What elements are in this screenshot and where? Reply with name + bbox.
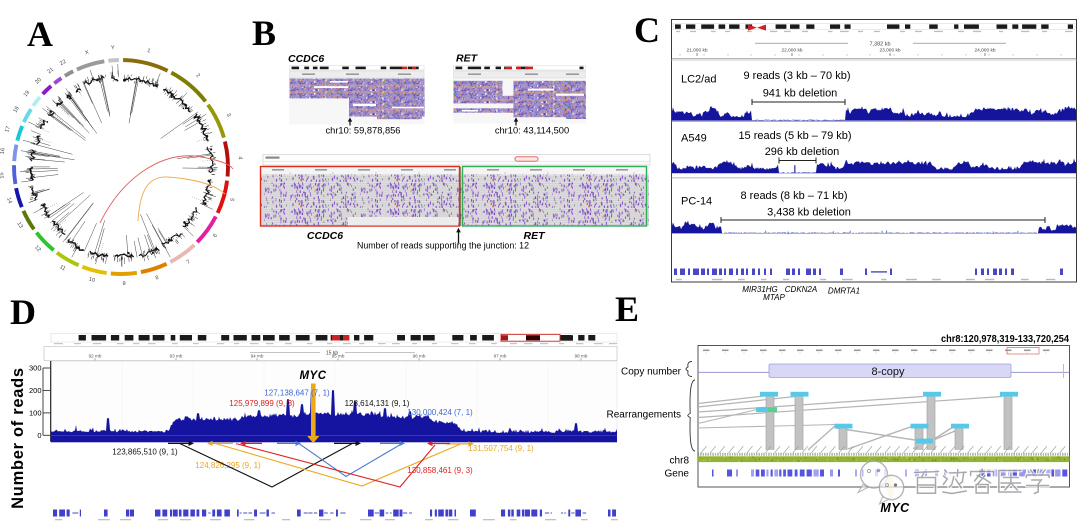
svg-text:92 mb: 92 mb [89,354,102,359]
svg-text:LC2/ad: LC2/ad [681,74,716,86]
svg-text:15: 15 [0,172,6,179]
svg-text:3: 3 [225,112,232,117]
svg-text:A549: A549 [681,133,707,145]
svg-text:DMRTA1: DMRTA1 [828,287,860,296]
svg-text:124,826,295 (9, 1): 124,826,295 (9, 1) [195,461,261,470]
svg-text:22: 22 [59,59,67,67]
svg-text:130,858,461 (9, 3): 130,858,461 (9, 3) [407,466,473,475]
svg-text:95 mb: 95 mb [332,354,345,359]
svg-text:5: 5 [230,198,237,203]
svg-text:MIR31HG: MIR31HG [742,285,778,294]
svg-text:A: A [27,14,53,54]
svg-text:Rearrangements: Rearrangements [607,410,681,421]
svg-text:8: 8 [155,275,160,282]
svg-text:20: 20 [34,77,43,86]
svg-text:1: 1 [147,48,151,55]
svg-text:15 reads (5 kb – 79 kb): 15 reads (5 kb – 79 kb) [738,130,851,142]
svg-text:93 mb: 93 mb [170,354,183,359]
svg-text:CDKN2A: CDKN2A [785,285,817,294]
svg-text:8-copy: 8-copy [871,366,905,378]
svg-text:chr10: 59,878,856: chr10: 59,878,856 [326,126,401,136]
svg-text:127,138,647 (7, 1): 127,138,647 (7, 1) [264,389,330,398]
svg-text:CCDC6: CCDC6 [288,53,324,65]
svg-text:7,382 kb: 7,382 kb [869,42,890,48]
svg-text:MYC: MYC [880,501,910,515]
svg-text:128,614,131 (9, 1): 128,614,131 (9, 1) [345,399,410,408]
svg-text:0: 0 [37,431,41,440]
svg-text:21,000 kb: 21,000 kb [686,48,707,54]
svg-text:B: B [252,13,276,53]
svg-text:2: 2 [195,73,201,80]
svg-text:Gene: Gene [665,469,690,480]
svg-text:130,000,424 (7, 1): 130,000,424 (7, 1) [407,408,473,417]
svg-text:98 mb: 98 mb [575,354,588,359]
svg-text:C: C [634,10,660,50]
svg-text:97 mb: 97 mb [494,354,507,359]
svg-text:4: 4 [237,156,243,159]
svg-text:chr8:120,978,319-133,720,254: chr8:120,978,319-133,720,254 [941,334,1069,345]
svg-text:chr10: 43,114,500: chr10: 43,114,500 [495,126,569,136]
svg-text:MTAP: MTAP [763,293,785,302]
svg-text:CCDC6: CCDC6 [307,230,343,242]
svg-text:17: 17 [4,126,12,134]
svg-text:23,000 kb: 23,000 kb [879,48,900,54]
svg-text:9 reads (3 kb – 70 kb): 9 reads (3 kb – 70 kb) [743,70,850,82]
svg-text:21: 21 [46,67,54,75]
svg-text:6: 6 [212,233,219,239]
svg-text:RET: RET [456,53,479,65]
svg-text:D: D [10,292,36,332]
svg-text:7: 7 [186,259,192,266]
svg-text:96 mb: 96 mb [413,354,426,359]
svg-text:131,507,754 (9, 1): 131,507,754 (9, 1) [468,444,534,453]
svg-text:10: 10 [88,277,95,284]
svg-text:8 reads (8 kb – 71 kb): 8 reads (8 kb – 71 kb) [740,190,847,202]
svg-text:RET: RET [524,230,547,242]
svg-text:X: X [84,50,90,57]
svg-text:100: 100 [29,408,42,417]
svg-text:123,865,510 (9, 1): 123,865,510 (9, 1) [112,448,178,457]
svg-text:15 kb: 15 kb [326,351,338,357]
svg-text:chr8: chr8 [670,456,690,467]
svg-text:19: 19 [23,90,31,99]
svg-text:Copy number: Copy number [621,367,682,378]
svg-text:22,000 kb: 22,000 kb [781,48,802,54]
svg-text:14: 14 [5,197,13,205]
svg-text:200: 200 [29,386,42,395]
svg-text:Y: Y [111,45,115,51]
svg-text:12: 12 [33,245,42,254]
svg-text:Number of reads supporting the: Number of reads supporting the junction:… [357,241,529,251]
svg-text:941 kb deletion: 941 kb deletion [763,88,838,100]
svg-text:E: E [615,289,639,329]
svg-text:125,979,899 (9, 3): 125,979,899 (9, 3) [229,399,295,408]
svg-text:9: 9 [123,281,126,287]
svg-text:PC-14: PC-14 [681,196,712,208]
svg-text:13: 13 [15,221,23,229]
svg-text:11: 11 [58,264,66,272]
svg-text:MYC: MYC [299,370,326,382]
svg-text:296 kb deletion: 296 kb deletion [765,146,840,158]
svg-text:24,000 kb: 24,000 kb [974,48,995,54]
svg-text:3,438 kb deletion: 3,438 kb deletion [767,207,851,219]
svg-text:94 mb: 94 mb [251,354,264,359]
svg-text:Number of reads: Number of reads [9,367,27,509]
svg-text:300: 300 [29,364,42,373]
svg-text:16: 16 [0,148,6,155]
svg-text:18: 18 [13,106,21,114]
